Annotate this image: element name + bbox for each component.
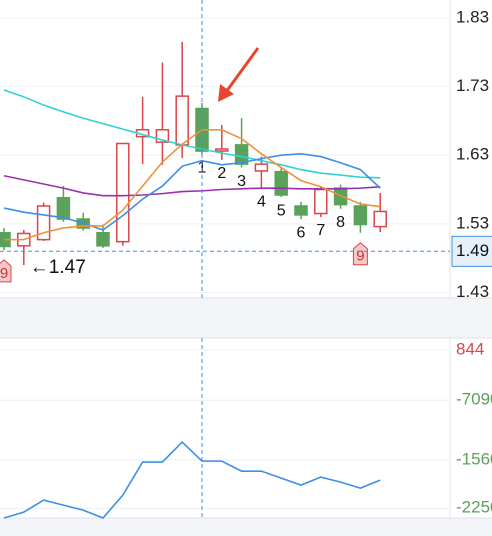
candle-body	[175, 95, 189, 146]
footer	[0, 518, 492, 536]
badge	[352, 242, 368, 266]
ma-line	[3, 174, 381, 197]
ma-line	[3, 153, 381, 231]
candle-body	[215, 148, 229, 152]
badge-label: 9	[0, 265, 8, 282]
y-tick-label: -156000	[456, 449, 492, 468]
count-label: 2	[217, 165, 226, 182]
candle-body	[373, 210, 387, 228]
count-label: 8	[336, 214, 345, 231]
y-tick-label: 844	[456, 340, 484, 359]
y-tick-label: -70900	[456, 390, 492, 409]
count-label: 6	[297, 224, 306, 241]
last-price-box	[451, 235, 492, 267]
y-tick-label: 1.53	[456, 213, 489, 232]
candle-body	[274, 170, 288, 196]
candle-body	[314, 188, 328, 215]
count-label: 7	[316, 222, 325, 239]
badge-label: 9	[356, 248, 364, 265]
count-label: 3	[237, 173, 246, 190]
candle-body	[294, 205, 308, 216]
separator	[0, 298, 492, 338]
y-tick-label: 1.83	[456, 7, 489, 26]
candle-body	[56, 197, 71, 220]
badge	[0, 259, 12, 283]
low-label: ←1.47	[30, 257, 86, 278]
candle-body	[96, 232, 110, 247]
ma-line	[4, 128, 381, 241]
count-label: 5	[277, 202, 286, 219]
candle-body	[234, 144, 249, 165]
y-tick-label: 1.63	[456, 145, 489, 164]
arrow	[218, 47, 260, 102]
candle-body	[116, 142, 130, 243]
last-price-label: 1.49	[456, 241, 489, 260]
ma-line	[3, 89, 381, 179]
y-tick-label: 1.73	[456, 76, 489, 95]
indicator-line	[3, 440, 381, 519]
y-tick-label: 1.43	[456, 282, 489, 301]
candle-body	[353, 205, 368, 226]
count-label: 4	[257, 193, 266, 210]
y-tick-label: -225000	[456, 498, 492, 517]
candle-body	[254, 163, 269, 172]
